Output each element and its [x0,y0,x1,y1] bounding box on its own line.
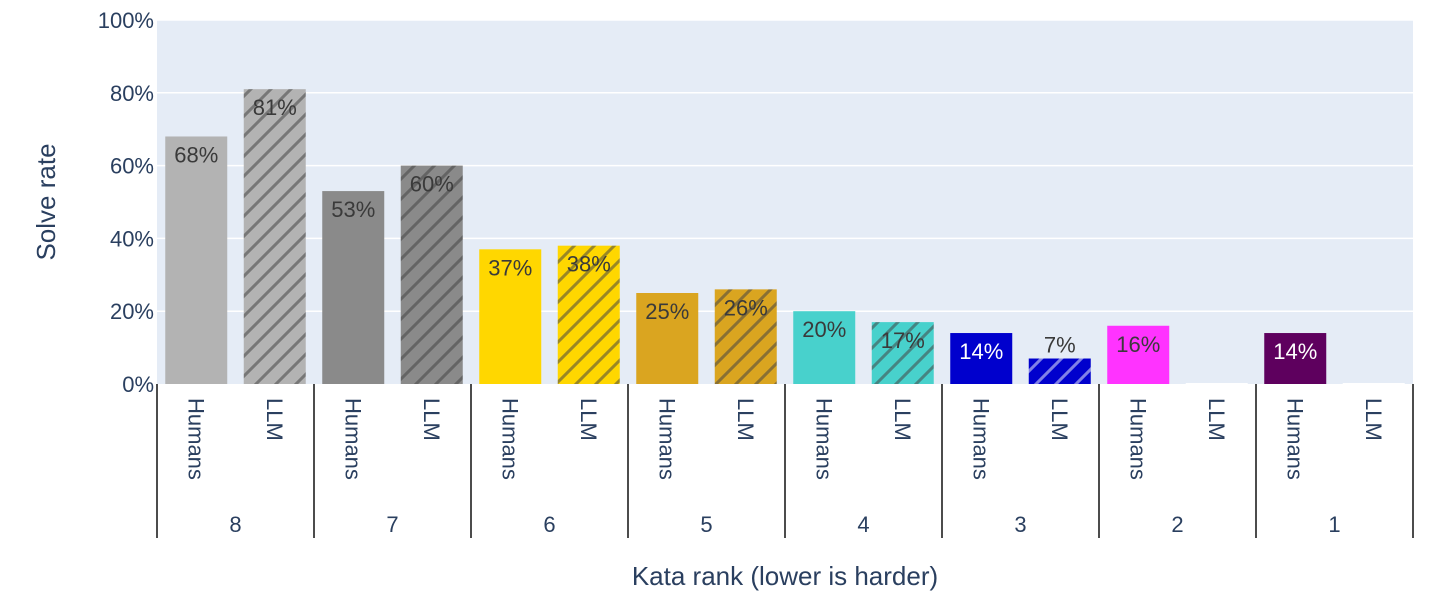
x-tick-label: LLM [262,398,287,441]
bar-rank-4-humans [793,311,856,384]
bar-value-label: 68% [174,142,218,167]
bar-value-label: 14% [1273,339,1317,364]
x-group-label: 7 [386,512,398,537]
x-tick-label: Humans [1282,398,1307,480]
bar-rank-8-humans [165,136,228,384]
bar-rank-6-llm [557,245,620,384]
bar-value-label: 53% [331,197,375,222]
y-axis-title: Solve rate [31,143,61,260]
x-tick-label: LLM [1361,398,1386,441]
bar-value-label: 14% [959,339,1003,364]
y-tick-label: 20% [110,299,154,324]
bar-rank-8-llm [243,89,306,384]
x-axis-title: Kata rank (lower is harder) [632,561,938,591]
x-tick-label: LLM [576,398,601,441]
x-group-label: 4 [857,512,869,537]
x-group-label: 5 [700,512,712,537]
x-group-label: 2 [1171,512,1183,537]
bar-value-label: 26% [724,295,768,320]
bar-rank-5-llm [714,289,777,384]
x-tick-label: Humans [340,398,365,480]
bar-rank-7-humans [322,191,385,384]
bar-value-label: 38% [567,252,611,277]
x-tick-label: Humans [1125,398,1150,480]
x-tick-label: Humans [497,398,522,480]
x-group-label: 1 [1328,512,1340,537]
bar-value-label: 25% [645,299,689,324]
bar-rank-1-humans [1264,333,1327,384]
bar-value-label: 17% [881,328,925,353]
x-tick-label: Humans [968,398,993,480]
x-tick-label: LLM [419,398,444,441]
bar-value-label: 60% [410,172,454,197]
y-tick-label: 100% [98,8,154,33]
x-group-label: 3 [1014,512,1026,537]
x-tick-label: Humans [654,398,679,480]
bar-rank-5-humans [636,293,699,384]
bar-rank-2-humans [1107,325,1170,384]
bar-rank-3-llm [1028,358,1091,384]
x-tick-label: LLM [890,398,915,441]
bar-rank-6-humans [479,249,542,384]
x-tick-label: LLM [1047,398,1072,441]
bar-rank-3-humans [950,333,1013,384]
x-axis: Humans LLM 8 Humans LLM 7 Humans LLM 6 Humans LLM 5… [156,384,1414,538]
bar-value-label: 7% [1044,333,1076,358]
y-tick-label: 0% [122,372,154,397]
x-tick-label: Humans [183,398,208,480]
x-tick-label: LLM [733,398,758,441]
bar-value-label: 81% [253,95,297,120]
x-tick-label: LLM [1204,398,1229,441]
value-labels-layer: 68% 81% 53% 60% 37% 38% 25% 26% 20% 17% 14% 7% 16% 14… [174,95,1317,364]
x-group-label: 6 [543,512,555,537]
x-group-label: 8 [229,512,241,537]
bar-value-label: 20% [802,317,846,342]
x-tick-label: Humans [811,398,836,480]
y-axis-ticks: 0% 20% 40% 60% 80% 100% [98,8,154,397]
bars-layer [165,89,1405,384]
y-tick-label: 60% [110,154,154,179]
y-tick-label: 80% [110,81,154,106]
bar-value-label: 16% [1116,332,1160,357]
bar-rank-7-llm [400,165,463,384]
bar-value-label: 37% [488,255,532,280]
bar-rank-4-llm [871,322,934,384]
y-tick-label: 40% [110,226,154,251]
